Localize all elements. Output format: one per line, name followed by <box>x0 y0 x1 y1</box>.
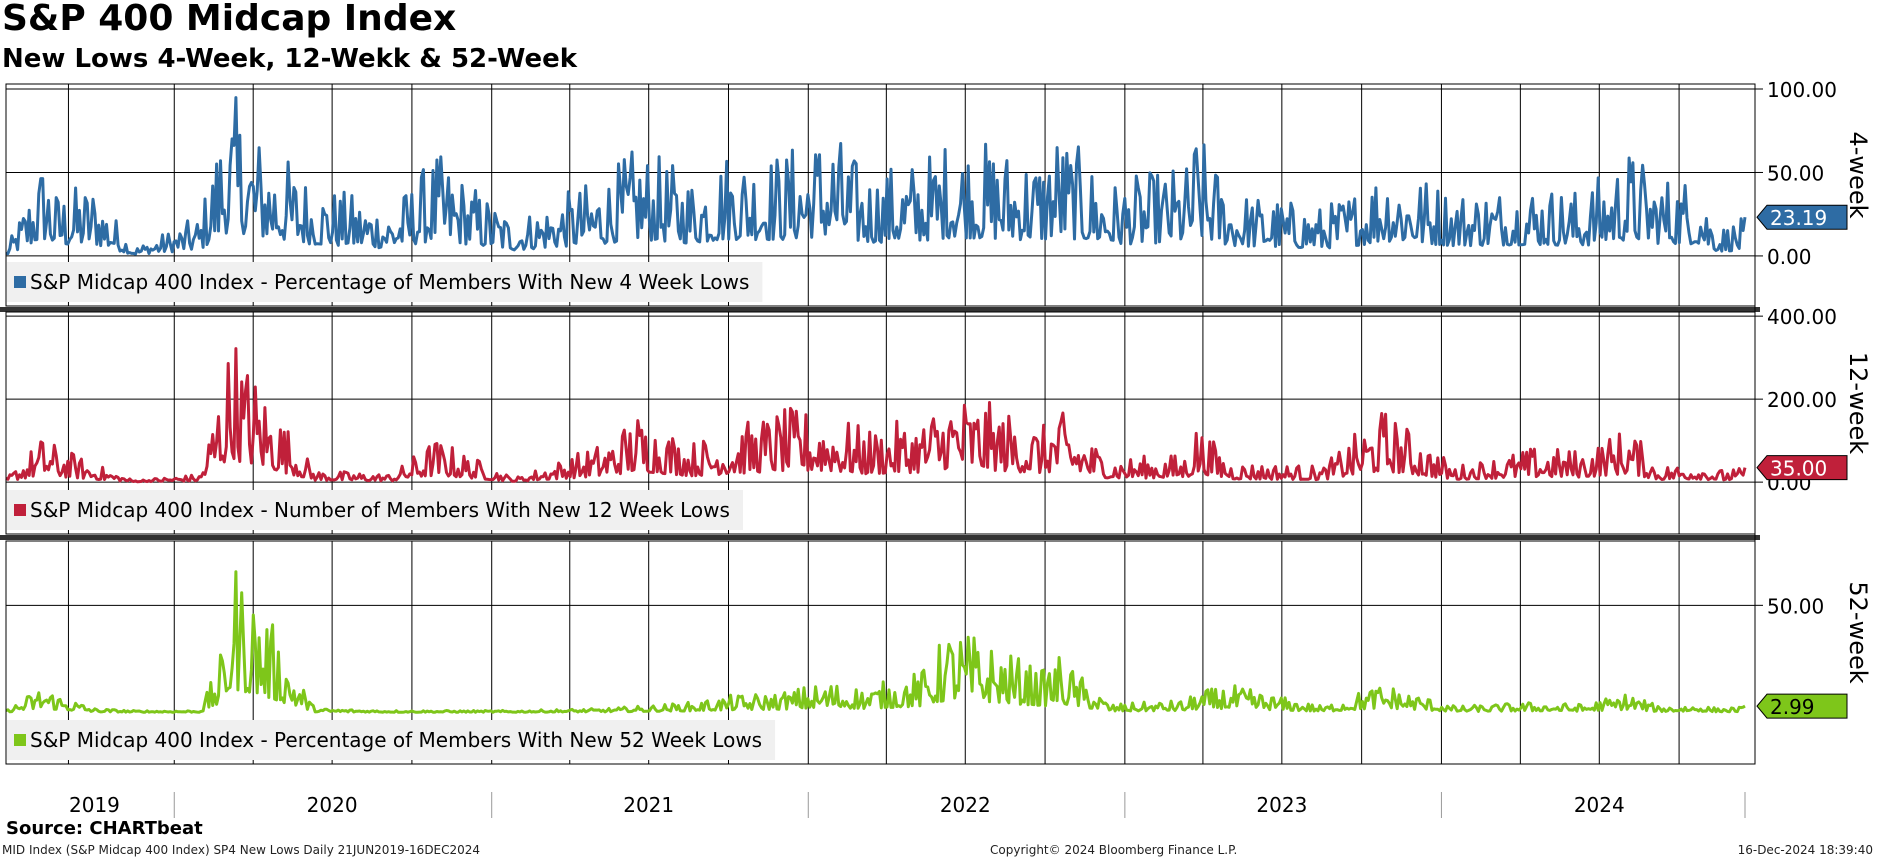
last-value-label: 23.19 <box>1770 206 1827 230</box>
panel-separator <box>0 535 1760 540</box>
x-year-label: 2023 <box>1256 793 1307 817</box>
series-line-52-week <box>5 570 1746 714</box>
last-value-tag <box>1756 693 1848 719</box>
y-tick-label: 50.00 <box>1767 594 1824 618</box>
label-layer: S&P Midcap 400 Index - Percentage of Mem… <box>7 78 1872 817</box>
panel-label-4-week: 4-week <box>1844 132 1872 219</box>
page-subtitle: New Lows 4-Week, 12-Wekk & 52-Week <box>2 44 578 74</box>
x-year-label: 2020 <box>307 793 358 817</box>
page-title: S&P 400 Midcap Index <box>2 0 457 39</box>
last-value-tag <box>1756 455 1848 481</box>
x-year-label: 2021 <box>623 793 674 817</box>
footer-copyright: Copyright© 2024 Bloomberg Finance L.P. <box>990 843 1238 857</box>
legend-label: S&P Midcap 400 Index - Number of Members… <box>30 498 730 522</box>
last-value-tag <box>1756 204 1848 230</box>
panel-separator <box>0 307 1760 312</box>
legend-box <box>7 720 776 760</box>
legend-swatch <box>14 276 26 288</box>
series-line-4-week <box>5 96 1747 256</box>
panel-label-12-week: 12-week <box>1844 352 1872 454</box>
x-year-label: 2019 <box>69 793 120 817</box>
legend-swatch <box>14 504 26 516</box>
x-year-label: 2022 <box>940 793 991 817</box>
y-tick-label: 50.00 <box>1767 161 1824 185</box>
legend-box <box>7 262 763 302</box>
legend-label: S&P Midcap 400 Index - Percentage of Mem… <box>30 270 749 294</box>
series-line-12-week <box>5 347 1747 484</box>
legend-swatch <box>14 734 26 746</box>
y-tick-label: 400.00 <box>1767 305 1837 329</box>
legend-label: S&P Midcap 400 Index - Percentage of Mem… <box>30 728 762 752</box>
y-tick-label: 100.00 <box>1767 78 1837 102</box>
last-value-label: 35.00 <box>1770 457 1827 481</box>
footer-description: MID Index (S&P Midcap 400 Index) SP4 New… <box>2 843 481 857</box>
y-tick-label: 200.00 <box>1767 388 1837 412</box>
legend-box <box>7 490 743 530</box>
last-value-label: 2.99 <box>1770 695 1815 719</box>
frame-layer <box>0 83 1763 818</box>
footer-timestamp: 16-Dec-2024 18:39:40 <box>1737 843 1873 857</box>
x-year-label: 2024 <box>1574 793 1625 817</box>
series-layer <box>5 96 1747 714</box>
panel-label-52-week: 52-week <box>1844 581 1872 683</box>
y-tick-label: 0.00 <box>1767 245 1812 269</box>
source-label: Source: CHARTbeat <box>6 818 203 839</box>
